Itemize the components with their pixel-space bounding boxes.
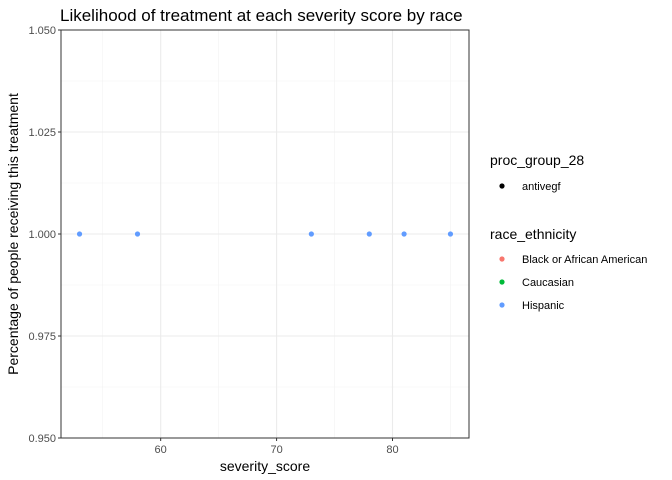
data-point — [401, 231, 407, 237]
y-axis-title: Percentage of people receiving this trea… — [5, 93, 21, 375]
y-tick-label: 0.975 — [28, 331, 56, 343]
x-tick-label: 70 — [270, 444, 282, 456]
y-axis: 0.950 0.975 1.000 1.025 1.050 — [28, 25, 61, 445]
legend-label: antivegf — [522, 181, 561, 193]
legend-label: Caucasian — [522, 277, 574, 289]
x-axis: 60 70 80 — [155, 438, 399, 456]
x-axis-title: severity_score — [220, 458, 310, 474]
data-point — [447, 231, 454, 237]
legend-label: Black or African American — [522, 254, 647, 266]
minor-gridlines — [61, 30, 469, 438]
legend: proc_group_28 antivegf race_ethnicity Black… — [490, 152, 647, 312]
legend-key — [499, 256, 505, 262]
y-tick-label: 1.025 — [28, 127, 56, 139]
legend-key — [499, 279, 505, 285]
y-tick-label: 0.950 — [28, 433, 56, 445]
data-point — [366, 231, 372, 237]
y-tick-label: 1.000 — [28, 229, 56, 241]
chart-title: Likelihood of treatment at each severity… — [60, 6, 463, 25]
y-tick-label: 1.050 — [28, 25, 56, 37]
x-tick-label: 80 — [386, 444, 398, 456]
data-point — [308, 231, 314, 237]
data-points — [76, 231, 454, 237]
legend-title-race: race_ethnicity — [490, 226, 576, 242]
legend-key — [499, 183, 505, 189]
data-point — [76, 231, 83, 237]
legend-title-proc-group: proc_group_28 — [490, 152, 584, 168]
legend-label: Hispanic — [522, 300, 565, 312]
data-point — [134, 231, 141, 237]
legend-key — [499, 302, 505, 308]
x-tick-label: 60 — [155, 444, 167, 456]
